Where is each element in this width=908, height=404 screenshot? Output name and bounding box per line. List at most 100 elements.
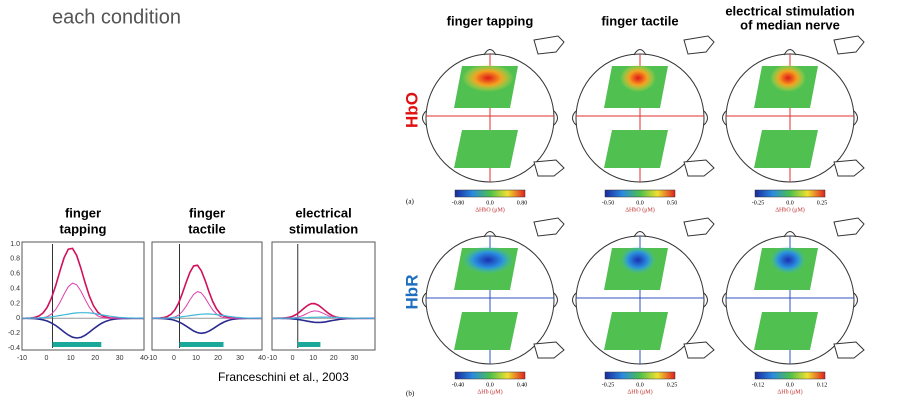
x-tick-label: 30 (236, 355, 244, 362)
map-lower (754, 312, 818, 350)
x-tick-label: 0 (172, 355, 176, 362)
hand-icon (834, 342, 864, 358)
map-lower (754, 130, 818, 168)
hand-icon (684, 160, 714, 176)
row-label: HbR (402, 275, 421, 310)
colorbar (755, 372, 825, 379)
colorbar-tick: -0.25 (602, 382, 615, 388)
map-lower (454, 312, 518, 350)
column-header: finger tactile (601, 13, 678, 28)
colorbar-tick: 0.0 (786, 200, 794, 206)
ear (554, 111, 558, 125)
stim-bar (53, 342, 102, 347)
colorbar (605, 372, 675, 379)
colorbar-unit: ΔHb (μM) (627, 388, 652, 395)
y-tick-label: -0.2 (8, 330, 20, 337)
hbr-curve (272, 318, 375, 322)
panel-label: stimulation (289, 221, 358, 236)
colorbar-tick: 0.80 (517, 200, 528, 206)
slide: each condition 1.0 0.8 0.6 0.4 0.2 0 -0.2 -0.4 f… (0, 0, 908, 404)
panel-tag: (b) (406, 390, 415, 398)
colorbar-tick: 0.0 (786, 382, 794, 388)
colorbar-unit: ΔHb (μM) (477, 388, 502, 395)
y-tick-label: 0 (16, 315, 20, 322)
y-tick-label: -0.4 (8, 345, 20, 352)
colorbar-tick: 0.25 (667, 382, 678, 388)
x-tick-label: 20 (91, 355, 99, 362)
colorbar-tick: 0.0 (636, 200, 644, 206)
x-tick-label: -10 (17, 355, 27, 362)
ear (723, 111, 727, 125)
plot-frame (152, 242, 262, 350)
column-header: electrical stimulation (725, 3, 854, 18)
x-tick-label: 30 (351, 355, 359, 362)
colorbar-tick: 0.0 (486, 200, 494, 206)
citation: Franceschini et al., 2003 (218, 370, 349, 384)
panel-label: electrical (295, 205, 351, 220)
ear (704, 293, 708, 307)
stim-bar (180, 342, 224, 347)
colorbar-unit: ΔHbO (μM) (775, 206, 805, 213)
colorbar-tick: -0.12 (752, 382, 765, 388)
hbo-curve (272, 304, 375, 319)
activation (620, 246, 656, 274)
ear (573, 111, 577, 125)
colorbar-tick: 0.25 (817, 200, 828, 206)
hand-icon (534, 160, 564, 176)
x-tick-label: 10 (67, 355, 75, 362)
activation (462, 246, 514, 274)
stim-bar (298, 342, 321, 347)
panel-label: finger (189, 205, 225, 220)
hand-icon (834, 218, 864, 236)
y-tick-label: 0.2 (10, 300, 20, 307)
panel-label: tapping (60, 221, 107, 236)
slide-title: each condition (52, 6, 181, 28)
column-header: finger tapping (447, 13, 534, 28)
panel-label: finger (65, 205, 101, 220)
colorbar-tick: 0.0 (486, 382, 494, 388)
map-lower (454, 130, 518, 168)
hand-icon (684, 36, 714, 54)
x-tick-label: 20 (330, 355, 338, 362)
hand-icon (534, 342, 564, 358)
x-tick-label: 30 (116, 355, 124, 362)
hbr-curve (22, 318, 144, 338)
colorbar-tick: 0.12 (817, 382, 828, 388)
map-lower (604, 130, 668, 168)
ear (573, 293, 577, 307)
colorbar (455, 190, 525, 197)
x-tick-label: 20 (214, 355, 222, 362)
ear (854, 293, 858, 307)
activation (770, 246, 806, 274)
x-tick-label: 10 (309, 355, 317, 362)
ear (704, 111, 708, 125)
colorbar-unit: ΔHb (μM) (777, 388, 802, 395)
panel-label: tactile (188, 221, 226, 236)
colorbar-tick: 0.50 (667, 200, 678, 206)
x-tick-label: 0 (291, 355, 295, 362)
y-tick-label: 0.8 (10, 256, 20, 263)
colorbar-tick: 0.0 (636, 382, 644, 388)
activation (462, 64, 514, 92)
colorbar-tick: -0.80 (452, 200, 465, 206)
map-lower (604, 312, 668, 350)
colorbar-unit: ΔHbO (μM) (625, 206, 655, 213)
hbr-curve (152, 318, 262, 333)
row-label: HbO (402, 92, 421, 128)
ear (423, 293, 427, 307)
hbo-curve (22, 248, 144, 318)
activation (620, 64, 656, 92)
x-tick-label: -10 (147, 355, 157, 362)
y-tick-label: 0.4 (10, 285, 20, 292)
ear (854, 111, 858, 125)
y-tick-label: 0.6 (10, 271, 20, 278)
hand-icon (684, 342, 714, 358)
column-header: of median nerve (740, 17, 840, 32)
activation (770, 64, 806, 92)
hand-icon (534, 36, 564, 54)
ear (423, 111, 427, 125)
y-tick-label: 1.0 (10, 241, 20, 248)
hand-icon (684, 218, 714, 236)
ear (723, 293, 727, 307)
colorbar (455, 372, 525, 379)
